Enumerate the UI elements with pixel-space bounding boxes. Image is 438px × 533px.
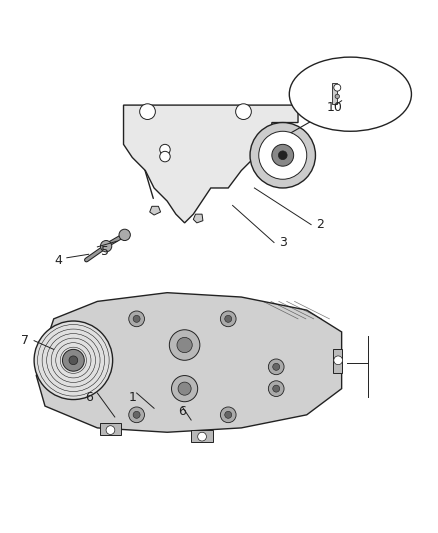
Circle shape xyxy=(224,316,231,322)
Circle shape xyxy=(272,364,279,370)
PathPatch shape xyxy=(36,293,341,432)
Bar xyxy=(191,430,212,442)
PathPatch shape xyxy=(193,214,202,223)
Circle shape xyxy=(333,84,340,91)
Circle shape xyxy=(119,229,130,240)
Circle shape xyxy=(171,376,197,402)
Circle shape xyxy=(334,94,339,99)
Text: 7: 7 xyxy=(21,334,29,347)
Circle shape xyxy=(128,311,144,327)
Circle shape xyxy=(250,123,315,188)
Text: 5: 5 xyxy=(101,245,109,258)
Circle shape xyxy=(100,240,112,252)
Text: 4: 4 xyxy=(54,254,62,268)
Circle shape xyxy=(224,411,231,418)
Circle shape xyxy=(278,151,286,159)
Text: 2: 2 xyxy=(315,218,323,231)
Text: 10: 10 xyxy=(326,101,342,114)
Circle shape xyxy=(197,432,206,441)
Circle shape xyxy=(178,382,191,395)
PathPatch shape xyxy=(123,105,297,223)
Circle shape xyxy=(220,407,236,423)
Circle shape xyxy=(159,151,170,162)
Circle shape xyxy=(106,426,115,434)
FancyBboxPatch shape xyxy=(331,83,336,104)
Circle shape xyxy=(333,356,342,365)
Bar xyxy=(99,423,121,435)
PathPatch shape xyxy=(149,206,160,215)
Text: 3: 3 xyxy=(278,236,286,249)
Circle shape xyxy=(34,321,113,400)
Circle shape xyxy=(69,356,78,365)
Circle shape xyxy=(133,411,140,418)
Circle shape xyxy=(272,385,279,392)
FancyArrowPatch shape xyxy=(133,130,153,198)
Circle shape xyxy=(220,311,236,327)
Circle shape xyxy=(159,144,170,155)
Circle shape xyxy=(139,104,155,119)
Circle shape xyxy=(128,407,144,423)
Circle shape xyxy=(268,359,283,375)
Text: 6: 6 xyxy=(85,391,92,404)
Circle shape xyxy=(235,104,251,119)
Circle shape xyxy=(177,337,192,353)
FancyBboxPatch shape xyxy=(332,350,341,374)
Text: 1: 1 xyxy=(128,391,136,404)
Ellipse shape xyxy=(289,57,410,131)
Circle shape xyxy=(268,381,283,397)
Circle shape xyxy=(271,144,293,166)
Text: 6: 6 xyxy=(178,405,186,418)
Circle shape xyxy=(62,350,84,371)
Circle shape xyxy=(258,131,306,179)
Circle shape xyxy=(133,316,140,322)
Circle shape xyxy=(169,330,199,360)
